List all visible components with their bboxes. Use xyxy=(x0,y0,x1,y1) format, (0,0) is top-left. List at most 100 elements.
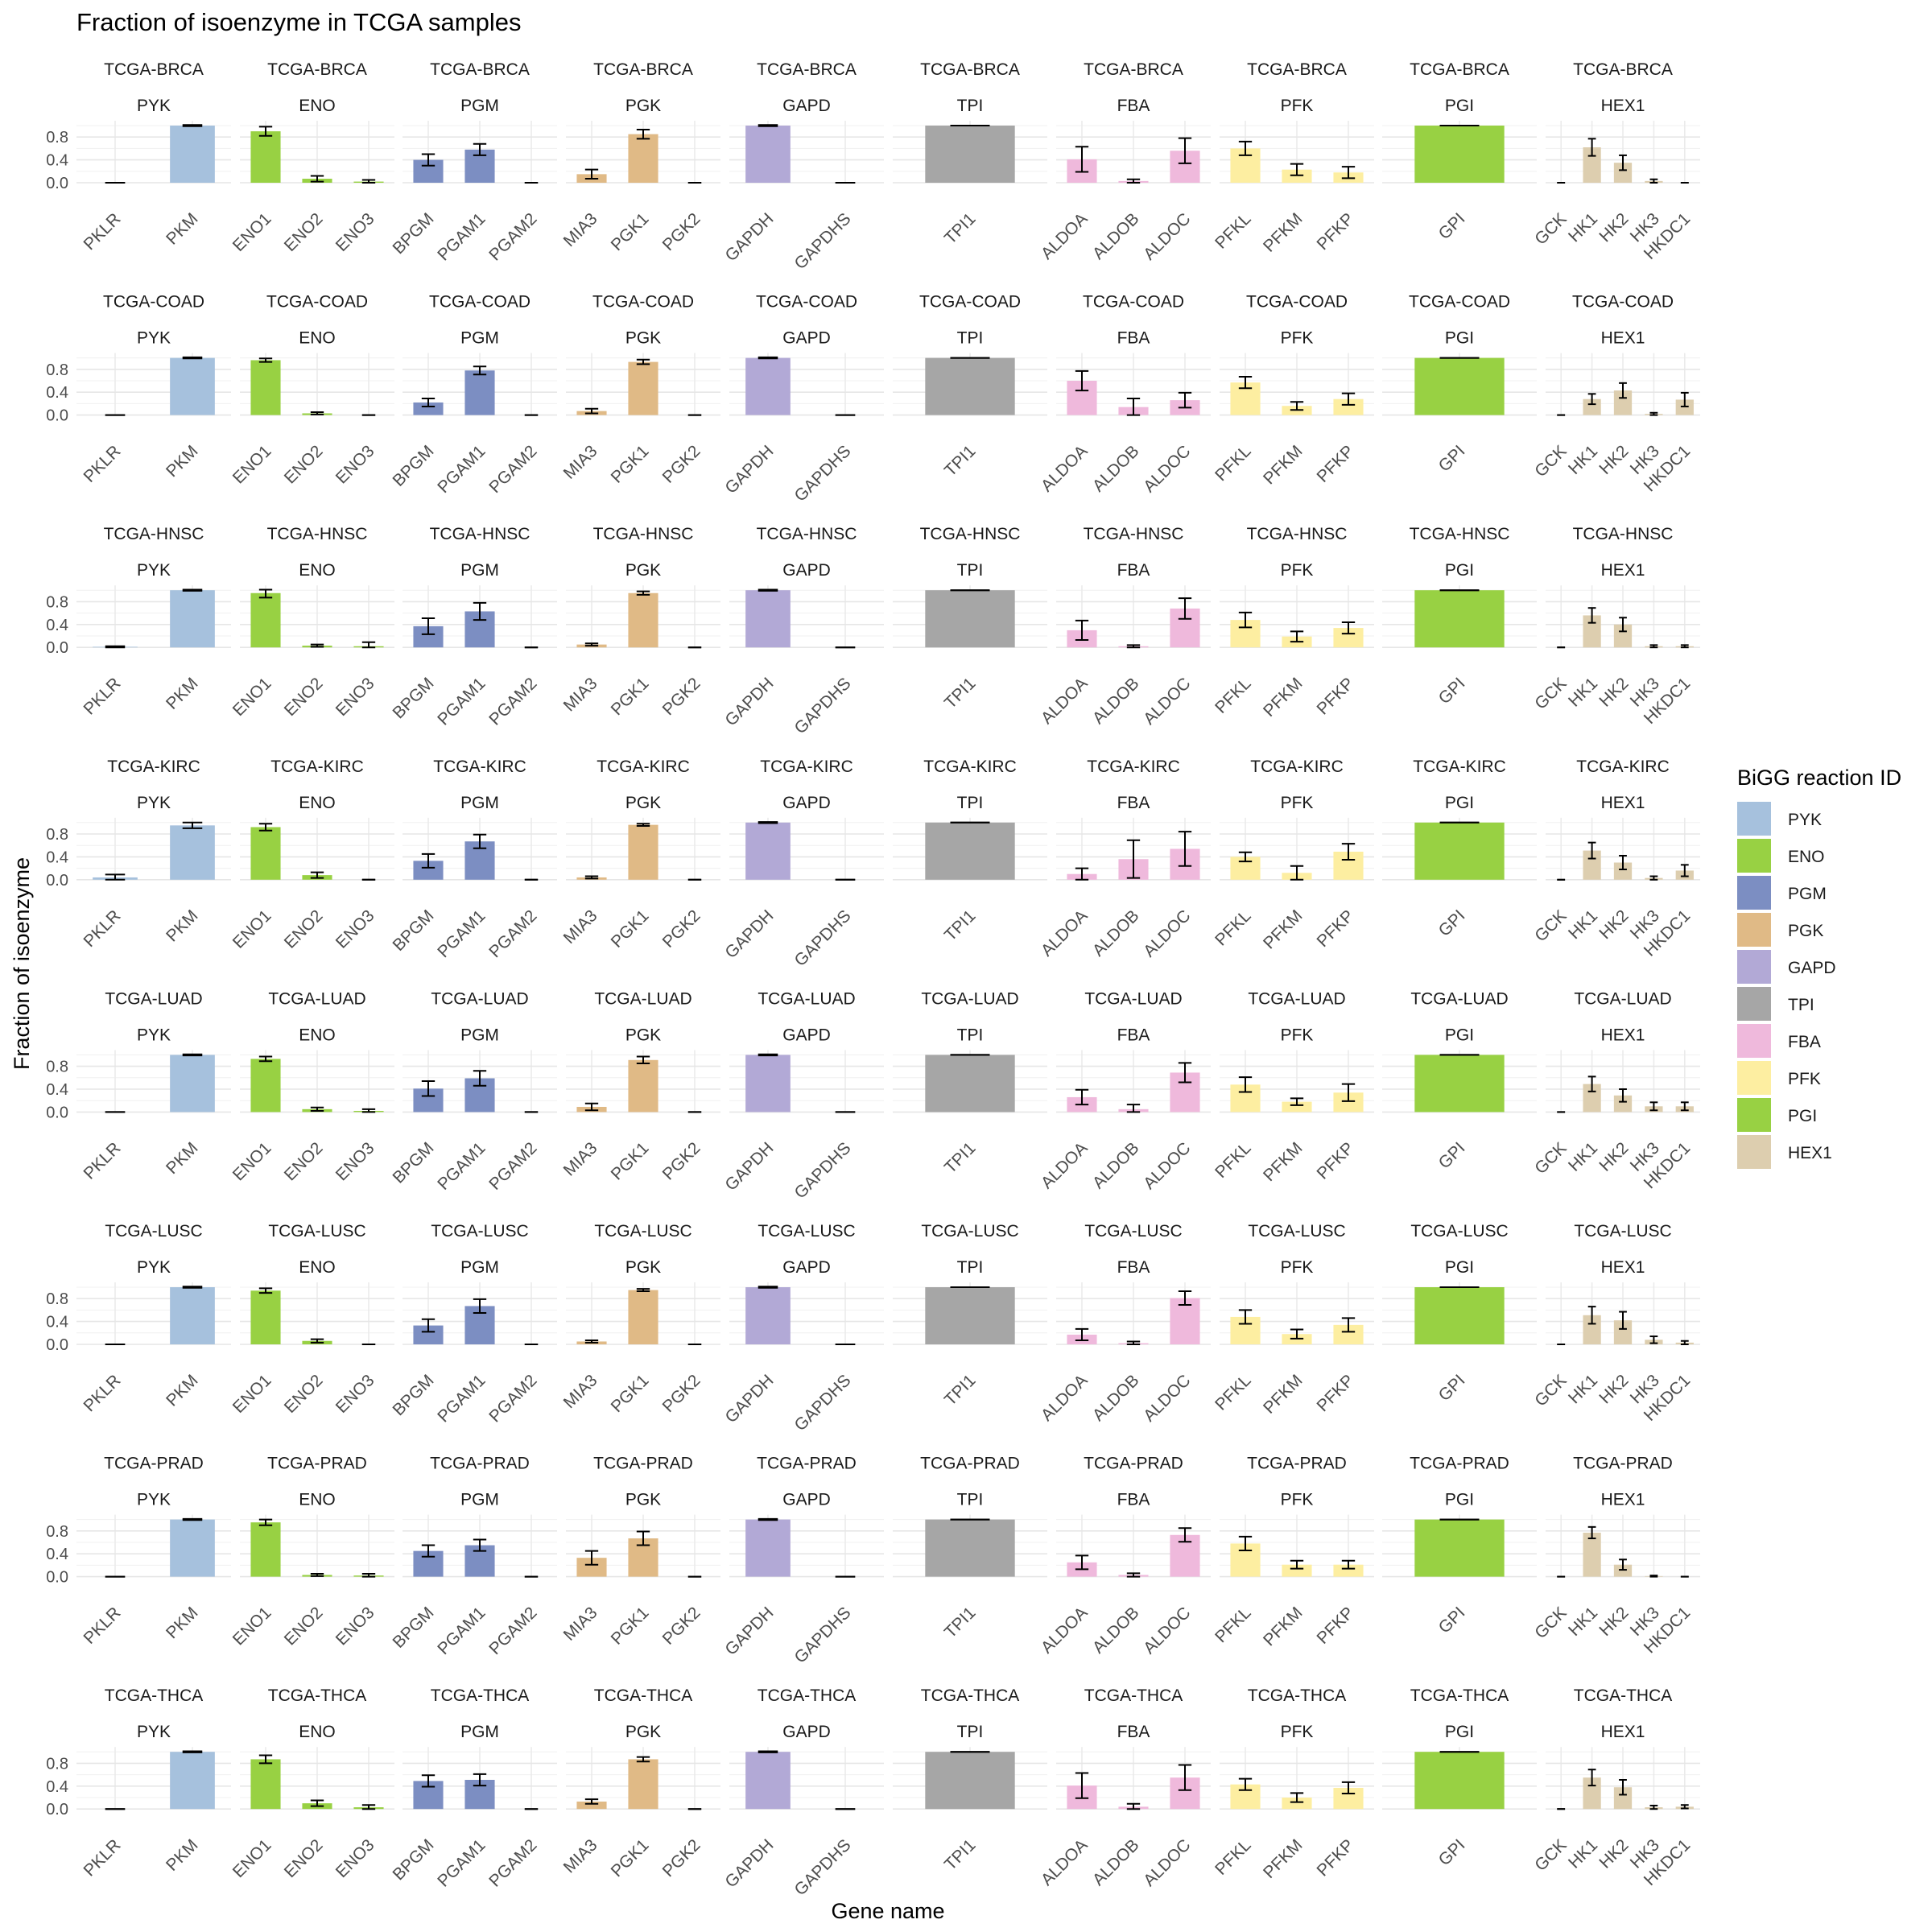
x-tick-label: PGK1 xyxy=(608,1604,653,1649)
strip-label-cohort: TCGA-THCA xyxy=(1084,1686,1183,1705)
facet-panel: TCGA-PRAD PFK PFKL PFKM PFKP xyxy=(1212,1455,1374,1650)
strip-label-cohort: TCGA-THCA xyxy=(431,1686,530,1705)
x-tick-label: PKLR xyxy=(80,1139,124,1183)
bar xyxy=(1414,1519,1505,1577)
strip-label-cohort: TCGA-BRCA xyxy=(1410,60,1509,79)
x-tick-label: GAPDHS xyxy=(791,1835,855,1899)
x-tick-label: ALDOB xyxy=(1089,209,1143,263)
facet-panel: TCGA-KIRC PGK MIA3 PGK1 PGK2 xyxy=(560,758,720,952)
bar xyxy=(745,1055,791,1113)
strip-label-reaction: FBA xyxy=(1117,561,1150,580)
strip-label-cohort: TCGA-LUAD xyxy=(1084,989,1182,1008)
bar xyxy=(170,1752,215,1810)
strip-label-reaction: PGI xyxy=(1445,794,1474,812)
facet-panel: TCGA-KIRC PYK PKLR PKM 0.0 0.4 0.8 xyxy=(46,758,231,951)
bar xyxy=(1583,147,1601,183)
strip-label-reaction: TPI xyxy=(957,329,984,348)
x-tick-label: ENO3 xyxy=(332,209,378,255)
chart-title: Fraction of isoenzyme in TCGA samples xyxy=(76,8,521,36)
x-tick-label: HK2 xyxy=(1596,906,1632,943)
x-tick-label: GAPDHS xyxy=(791,442,855,506)
x-tick-label: GAPDH xyxy=(721,1139,777,1195)
x-tick-label: HK1 xyxy=(1565,209,1601,246)
x-tick-label: GCK xyxy=(1531,906,1570,945)
facet-panel: TCGA-LUSC PGK MIA3 PGK1 PGK2 xyxy=(560,1222,720,1416)
strip-label-cohort: TCGA-KIRC xyxy=(1576,758,1670,776)
x-tick-label: ENO1 xyxy=(229,1604,275,1649)
x-tick-label: BPGM xyxy=(390,1835,438,1884)
strip-label-cohort: TCGA-PRAD xyxy=(1410,1455,1509,1473)
x-tick-label: TPI1 xyxy=(941,1139,980,1178)
facet-panel: TCGA-THCA PFK PFKL PFKM PFKP xyxy=(1212,1686,1374,1882)
x-tick-label: PGK1 xyxy=(608,1835,653,1880)
x-tick-label: PFKM xyxy=(1260,1604,1307,1650)
strip-label-cohort: TCGA-COAD xyxy=(1572,293,1674,312)
x-tick-label: ENO3 xyxy=(332,1139,378,1185)
facet-panel: TCGA-PRAD PYK PKLR PKM 0.0 0.4 0.8 xyxy=(46,1455,231,1648)
strip-label-reaction: HEX1 xyxy=(1601,329,1645,348)
strip-label-cohort: TCGA-LUSC xyxy=(758,1222,855,1241)
y-tick-label: 0.4 xyxy=(46,1314,68,1331)
y-tick-label: 0.4 xyxy=(46,384,68,402)
strip-label-reaction: GAPD xyxy=(782,1491,831,1509)
facet-panel: TCGA-LUAD ENO ENO1 ENO2 ENO3 xyxy=(229,989,394,1184)
facet-panel: TCGA-KIRC TPI TPI1 xyxy=(893,758,1047,945)
bar xyxy=(745,1287,791,1344)
strip-label-cohort: TCGA-KIRC xyxy=(270,758,364,776)
facet-panel: TCGA-LUSC PGI GPI xyxy=(1382,1222,1537,1405)
facet-panel: TCGA-BRCA PGK MIA3 PGK1 PGK2 xyxy=(560,60,720,254)
facet-panel: TCGA-LUSC PFK PFKL PFKM PFKP xyxy=(1212,1222,1374,1418)
x-tick-label: ENO1 xyxy=(229,674,275,720)
strip-label-reaction: ENO xyxy=(299,1026,336,1044)
x-tick-label: PFKP xyxy=(1313,1835,1357,1880)
x-tick-label: PFKM xyxy=(1260,209,1307,256)
facet-panel: TCGA-KIRC ENO ENO1 ENO2 ENO3 xyxy=(229,758,394,952)
facet-panel: TCGA-PRAD PGK MIA3 PGK1 PGK2 xyxy=(560,1455,720,1649)
bar xyxy=(745,1519,791,1577)
bar xyxy=(576,1801,607,1810)
x-tick-label: TPI1 xyxy=(941,442,980,481)
strip-label-cohort: TCGA-PRAD xyxy=(430,1455,530,1473)
strip-label-cohort: TCGA-THCA xyxy=(105,1686,204,1705)
x-tick-label: GAPDHS xyxy=(791,1604,855,1667)
facet-panel: TCGA-PRAD GAPD GAPDH GAPDHS xyxy=(721,1455,884,1667)
x-tick-label: PFKM xyxy=(1260,906,1307,953)
strip-label-reaction: PGI xyxy=(1445,329,1474,348)
x-tick-label: ALDOA xyxy=(1038,1604,1092,1657)
facet-panel: TCGA-HNSC PGI GPI xyxy=(1382,525,1537,708)
x-tick-label: GAPDH xyxy=(721,442,777,497)
strip-label-reaction: ENO xyxy=(299,561,336,580)
strip-label-reaction: PGI xyxy=(1445,1258,1474,1277)
bar xyxy=(925,1287,1015,1344)
legend: BiGG reaction ID PYK ENO PGM PGK GAPD TPI FBA P… xyxy=(1737,766,1901,1169)
strip-label-cohort: TCGA-PRAD xyxy=(1084,1455,1183,1473)
bar xyxy=(413,1325,444,1344)
facet-panel: TCGA-PRAD ENO ENO1 ENO2 ENO3 xyxy=(229,1455,394,1649)
facet-panel: TCGA-BRCA TPI TPI1 xyxy=(893,60,1047,248)
strip-label-reaction: TPI xyxy=(957,1491,984,1509)
x-tick-label: ENO2 xyxy=(281,1835,327,1881)
strip-label-reaction: ENO xyxy=(299,97,336,115)
bar xyxy=(250,592,281,648)
bar xyxy=(1583,615,1601,648)
x-tick-label: PKLR xyxy=(80,906,124,951)
x-tick-label: PGAM2 xyxy=(485,1835,540,1890)
x-tick-label: PGK2 xyxy=(659,442,704,487)
strip-label-reaction: PYK xyxy=(137,1491,171,1509)
x-tick-label: HK1 xyxy=(1565,674,1601,710)
bar xyxy=(925,357,1015,415)
strip-label-cohort: TCGA-PRAD xyxy=(593,1455,693,1473)
x-tick-label: GAPDHS xyxy=(791,674,855,737)
bar xyxy=(170,1287,215,1344)
y-tick-label: 0.4 xyxy=(46,848,68,866)
y-tick-label: 0.0 xyxy=(46,1801,68,1818)
strip-label-cohort: TCGA-BRCA xyxy=(430,60,530,79)
